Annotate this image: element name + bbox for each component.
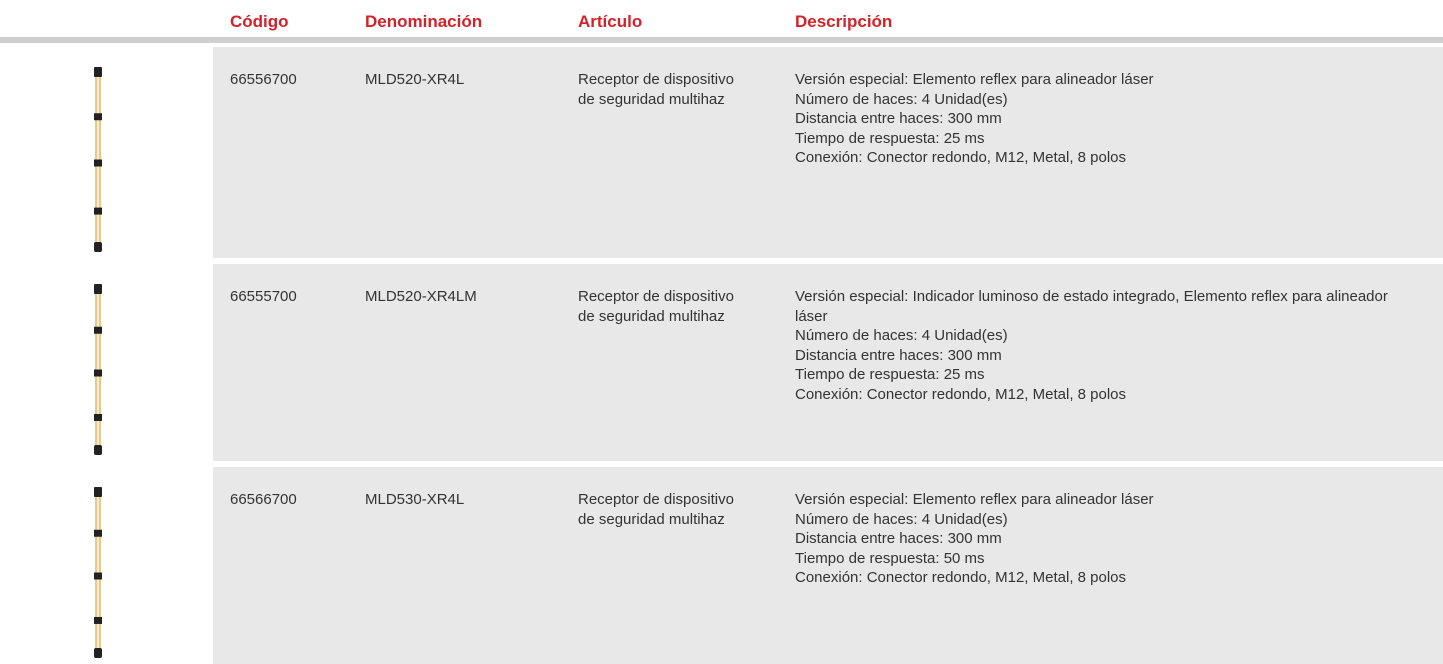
code: 66566700 — [230, 491, 297, 508]
description-line: Versión especial: Indicador luminoso de … — [795, 288, 1388, 325]
column-header: Código — [230, 12, 289, 31]
name: MLD530-XR4L — [365, 491, 465, 508]
description-line: Versión especial: Elemento reflex para a… — [795, 491, 1154, 508]
description-line: Distancia entre haces: 300 mm — [795, 530, 1002, 547]
article: Receptor de dispositivo de seguridad mul… — [578, 288, 734, 325]
description-line: Distancia entre haces: 300 mm — [795, 110, 1002, 127]
product-image — [94, 284, 102, 455]
code: 66555700 — [230, 288, 297, 305]
table-row: 66556700 MLD520-XR4L Receptor de dispositi… — [0, 47, 1443, 258]
description-line: Tiempo de respuesta: 25 ms — [795, 366, 985, 383]
product-image — [94, 487, 102, 658]
name: MLD520-XR4LM — [365, 288, 477, 305]
description-line: Número de haces: 4 Unidad(es) — [795, 90, 1008, 108]
product-image — [94, 67, 102, 252]
description-line: Número de haces: 4 Unidad(es) — [795, 510, 1008, 528]
description: Versión especial: Elemento reflex para a… — [795, 490, 1420, 588]
code: 66556700 — [230, 71, 297, 88]
description: Versión especial: Indicador luminoso de … — [795, 287, 1420, 404]
row-background — [213, 467, 1443, 664]
description-line: Distancia entre haces: 300 mm — [795, 346, 1002, 364]
description-line: Versión especial: Elemento reflex para a… — [795, 71, 1154, 88]
description-line: Conexión: Conector redondo, M12, Metal, … — [795, 149, 1127, 166]
table-row: 66555700 MLD520-XR4LM Receptor de disposit… — [0, 264, 1443, 461]
column-header: Denominación — [365, 12, 483, 31]
name: MLD520-XR4L — [365, 71, 465, 88]
column-header: Descripción — [795, 12, 893, 31]
article: Receptor de dispositivo de seguridad mul… — [578, 71, 734, 108]
article: Receptor de dispositivo de seguridad mul… — [578, 491, 734, 528]
description-line: Número de haces: 4 Unidad(es) — [795, 327, 1008, 344]
row-background — [213, 264, 1443, 461]
description-line: Tiempo de respuesta: 50 ms — [795, 549, 985, 567]
description-line: Tiempo de respuesta: 25 ms — [795, 129, 985, 147]
description-line: Conexión: Conector redondo, M12, Metal, … — [795, 569, 1127, 586]
column-header: Artículo — [578, 12, 643, 31]
table-row: 66566700 MLD530-XR4L Receptor de dispositi… — [0, 467, 1443, 664]
description-line: Conexión: Conector redondo, M12, Metal, … — [795, 385, 1127, 403]
row-background — [213, 47, 1443, 258]
header-rule — [0, 37, 1443, 43]
description: Versión especial: Elemento reflex para a… — [795, 70, 1420, 168]
